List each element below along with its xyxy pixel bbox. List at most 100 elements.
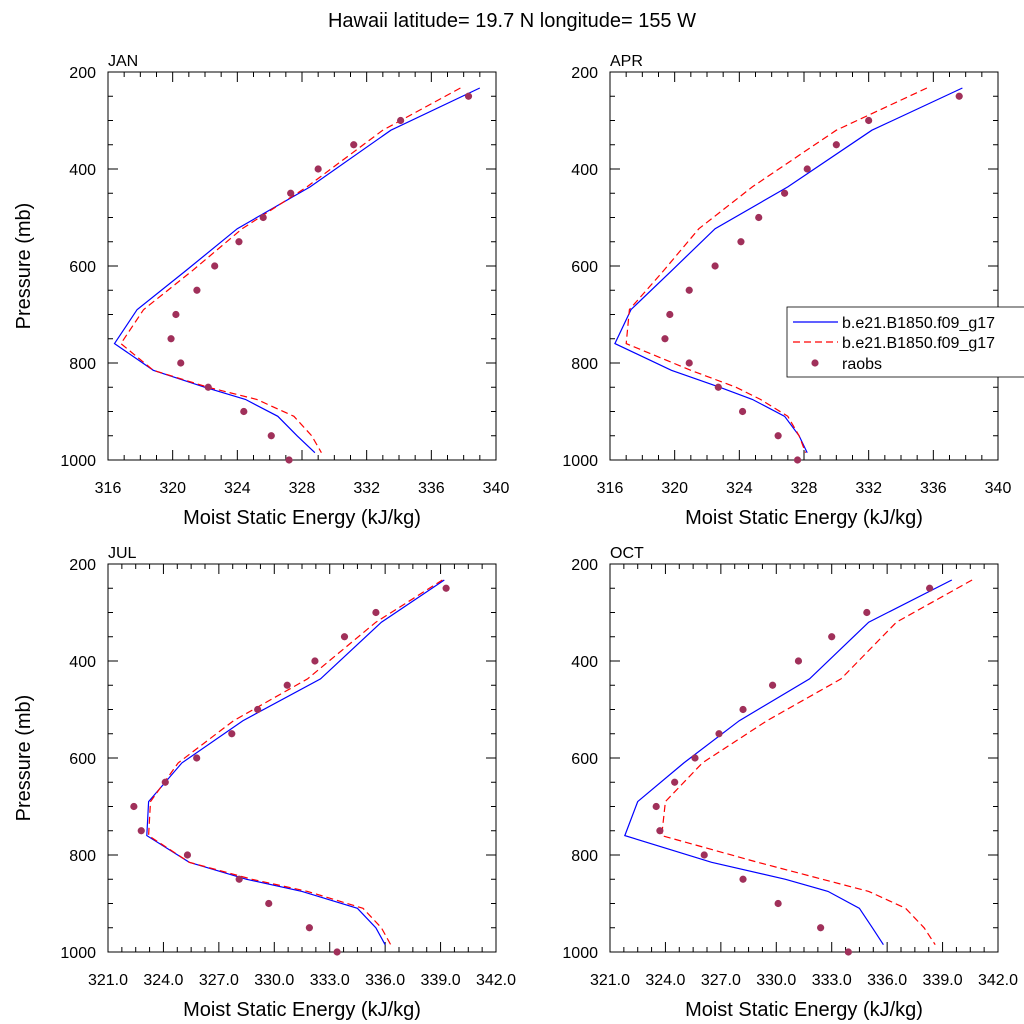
raobs-point <box>259 213 267 222</box>
raobs-point <box>372 608 380 617</box>
raobs-point <box>738 407 747 416</box>
raobs-point <box>235 875 243 883</box>
x-tick-label: 327.0 <box>199 972 239 989</box>
raobs-point <box>167 335 175 343</box>
raobs-point <box>311 657 319 665</box>
x-tick-label: 330.0 <box>756 972 796 989</box>
raobs-point <box>137 827 145 835</box>
x-tick-label: 321.0 <box>88 972 128 989</box>
x-tick-label: 330.0 <box>254 972 294 989</box>
raobs-point <box>305 924 313 932</box>
raobs-point <box>794 657 803 665</box>
model-dashed-line <box>147 579 443 945</box>
raobs-point <box>666 310 674 319</box>
y-tick-label: 600 <box>571 751 598 768</box>
y-tick-label: 200 <box>69 65 96 82</box>
raobs-point <box>737 238 745 246</box>
raobs-point <box>172 310 180 319</box>
raobs-point <box>656 827 664 835</box>
raobs-point <box>340 633 349 641</box>
model-solid-line <box>146 579 445 945</box>
figure-title: Hawaii latitude= 19.7 N longitude= 155 W <box>328 10 696 32</box>
x-tick-label: 336.0 <box>365 972 405 989</box>
raobs-point <box>283 681 291 689</box>
x-tick-label: 339.0 <box>421 972 461 989</box>
legend-entry-3-label: raobs <box>842 356 882 373</box>
legend: b.e21.B1850.f09_g17 b.e21.B1850.f09_g17 … <box>786 306 1024 378</box>
x-tick-label: 333.0 <box>310 972 350 989</box>
model-solid-line <box>614 87 963 453</box>
x-tick-label: 332 <box>353 480 380 497</box>
y-tick-label: 600 <box>69 751 96 768</box>
y-tick-label: 400 <box>69 654 96 671</box>
raobs-point <box>685 359 693 367</box>
x-tick-label: 333.0 <box>812 972 852 989</box>
legend-entry-1-label: b.e21.B1850.f09_g17 <box>842 315 995 332</box>
x-tick-label: 327.0 <box>701 972 741 989</box>
raobs-point <box>793 456 802 464</box>
raobs-point <box>183 851 192 859</box>
y-tick-label: 800 <box>69 848 96 865</box>
raobs-point <box>739 705 747 714</box>
y-tick-label: 800 <box>571 848 598 865</box>
x-tick-label: 336 <box>418 480 445 497</box>
raobs-point <box>832 141 840 149</box>
raobs-point <box>768 681 777 689</box>
raobs-point <box>193 286 201 294</box>
model-solid-line <box>113 87 481 454</box>
raobs-point <box>817 924 825 932</box>
x-tick-label: 316 <box>597 480 624 497</box>
raobs-point <box>955 92 963 100</box>
y-tick-label: 200 <box>571 65 598 82</box>
y-tick-label: 200 <box>69 557 96 574</box>
y-tick-label: 1000 <box>60 945 96 962</box>
legend-marker-swatch <box>811 359 819 367</box>
raobs-point <box>254 705 262 714</box>
raobs-point <box>211 262 219 270</box>
panel-title: OCT <box>610 545 644 562</box>
y-tick-label: 200 <box>571 557 598 574</box>
raobs-point <box>774 899 782 908</box>
model-dashed-line <box>625 87 928 453</box>
y-tick-label: 800 <box>571 356 598 373</box>
panel-title: JUL <box>108 545 137 562</box>
x-axis-label: Moist Static Energy (kJ/kg) <box>685 507 923 529</box>
model-dashed-line <box>661 579 973 946</box>
raobs-point <box>652 802 660 811</box>
raobs-point <box>267 432 275 440</box>
raobs-point <box>333 948 341 956</box>
raobs-point <box>161 778 169 786</box>
x-tick-label: 328 <box>791 480 818 497</box>
x-tick-label: 320 <box>159 480 186 497</box>
raobs-point <box>685 286 693 294</box>
raobs-point <box>844 948 852 956</box>
x-tick-label: 339.0 <box>923 972 963 989</box>
raobs-point <box>204 383 212 391</box>
raobs-point <box>265 899 273 908</box>
raobs-point <box>130 802 138 811</box>
raobs-point <box>285 456 293 464</box>
raobs-point <box>350 141 358 149</box>
raobs-point <box>661 335 669 343</box>
legend-entry-2-label: b.e21.B1850.f09_g17 <box>842 335 995 352</box>
panel-apr: APR 316 320 324 328 332 336 340 200 400 600 800 1000… <box>562 53 1011 529</box>
x-tick-label: 336 <box>920 480 947 497</box>
x-tick-label: 342.0 <box>978 972 1018 989</box>
raobs-point <box>739 875 747 883</box>
x-tick-label: 316 <box>95 480 122 497</box>
raobs-point <box>235 238 243 246</box>
raobs-point <box>865 116 873 125</box>
x-tick-label: 332 <box>855 480 882 497</box>
raobs-point <box>177 359 185 367</box>
raobs-point <box>774 432 782 440</box>
y-tick-label: 400 <box>571 654 598 671</box>
raobs-point <box>711 262 719 270</box>
raobs-point <box>287 189 295 197</box>
x-axis-label: Moist Static Energy (kJ/kg) <box>183 507 421 529</box>
raobs-point <box>828 633 836 641</box>
y-axis-label: Pressure (mb) <box>13 203 35 330</box>
raobs-point <box>193 754 201 762</box>
y-tick-label: 1000 <box>562 453 598 470</box>
y-tick-label: 800 <box>69 356 96 373</box>
